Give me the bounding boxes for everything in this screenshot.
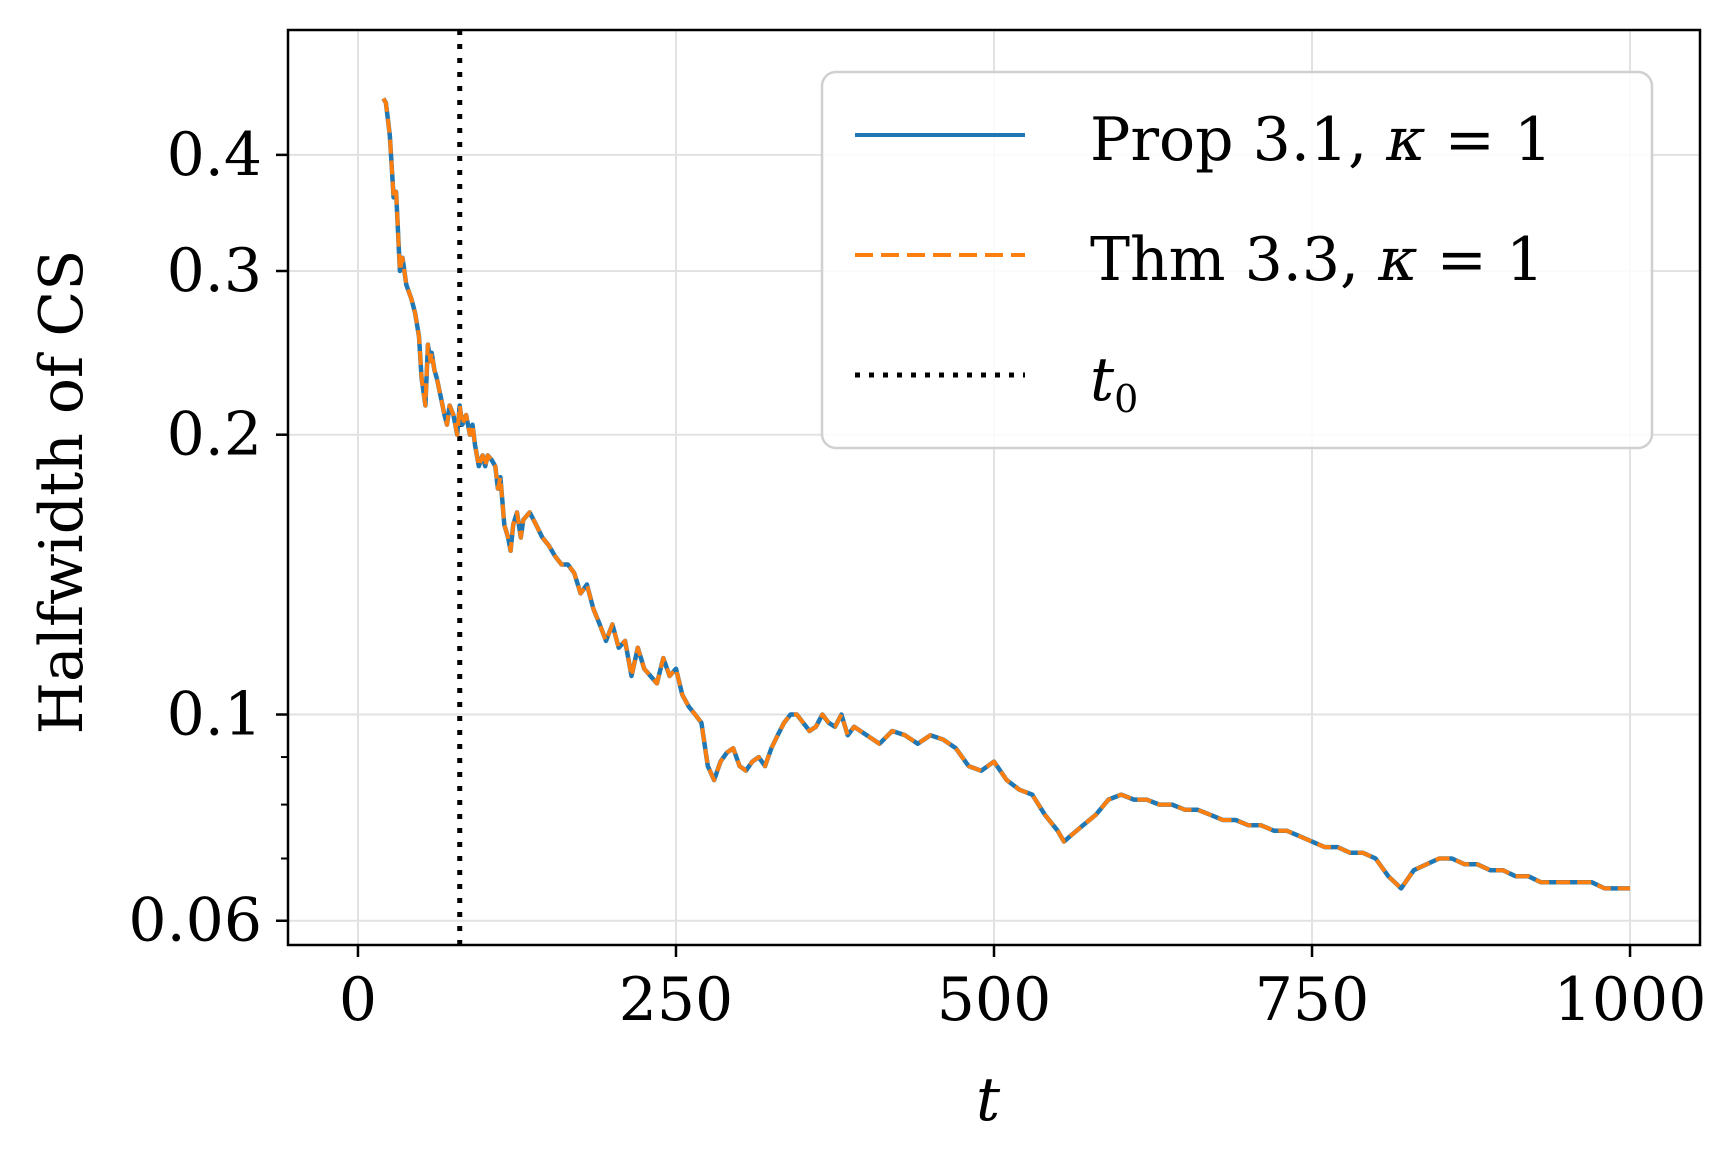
legend-label-t0-main: t (1090, 345, 1115, 415)
legend-box (820, 70, 1654, 450)
axis-tick-labels: 0 250 500 750 1000 0.06 0.1 0.2 0.3 0.4 (128, 120, 1706, 1035)
legend: Prop 3.1, κ = 1 Thm 3.3, κ = 1 t0 (820, 70, 1654, 450)
legend-label-prop-3-1-tail: = 1 (1426, 105, 1553, 175)
legend-label-t0-sub: 0 (1114, 377, 1138, 421)
legend-label-thm-3-3-greek: κ (1377, 225, 1417, 295)
y-axis-label: Halfwidth of CS (27, 250, 97, 735)
y-tick-label: 0.06 (128, 886, 262, 956)
series-layer (381, 97, 1630, 891)
legend-label-thm-3-3: Thm 3.3, κ = 1 (1090, 225, 1544, 295)
x-tick-label: 250 (619, 965, 734, 1035)
legend-label-t0: t0 (1090, 345, 1138, 421)
axis-ticks (276, 153, 1632, 957)
x-tick-label: 0 (339, 965, 377, 1035)
x-tick-label: 750 (1255, 965, 1370, 1035)
legend-label-thm-3-3-main: Thm 3.3, (1090, 225, 1378, 295)
legend-label-prop-3-1-greek: κ (1385, 105, 1425, 175)
x-axis-label: t (976, 1065, 1001, 1135)
y-tick-label: 0.2 (167, 400, 262, 470)
legend-label-thm-3-3-tail: = 1 (1418, 225, 1545, 295)
y-tick-label: 0.3 (167, 236, 262, 306)
x-tick-label: 1000 (1554, 965, 1707, 1035)
y-tick-label: 0.1 (167, 680, 262, 750)
y-tick-label: 0.4 (167, 120, 262, 190)
legend-label-prop-3-1-main: Prop 3.1, (1090, 105, 1386, 175)
legend-label-prop-3-1: Prop 3.1, κ = 1 (1090, 105, 1552, 175)
series-line-thm-3-3 (381, 97, 1630, 891)
x-tick-label: 500 (937, 965, 1052, 1035)
